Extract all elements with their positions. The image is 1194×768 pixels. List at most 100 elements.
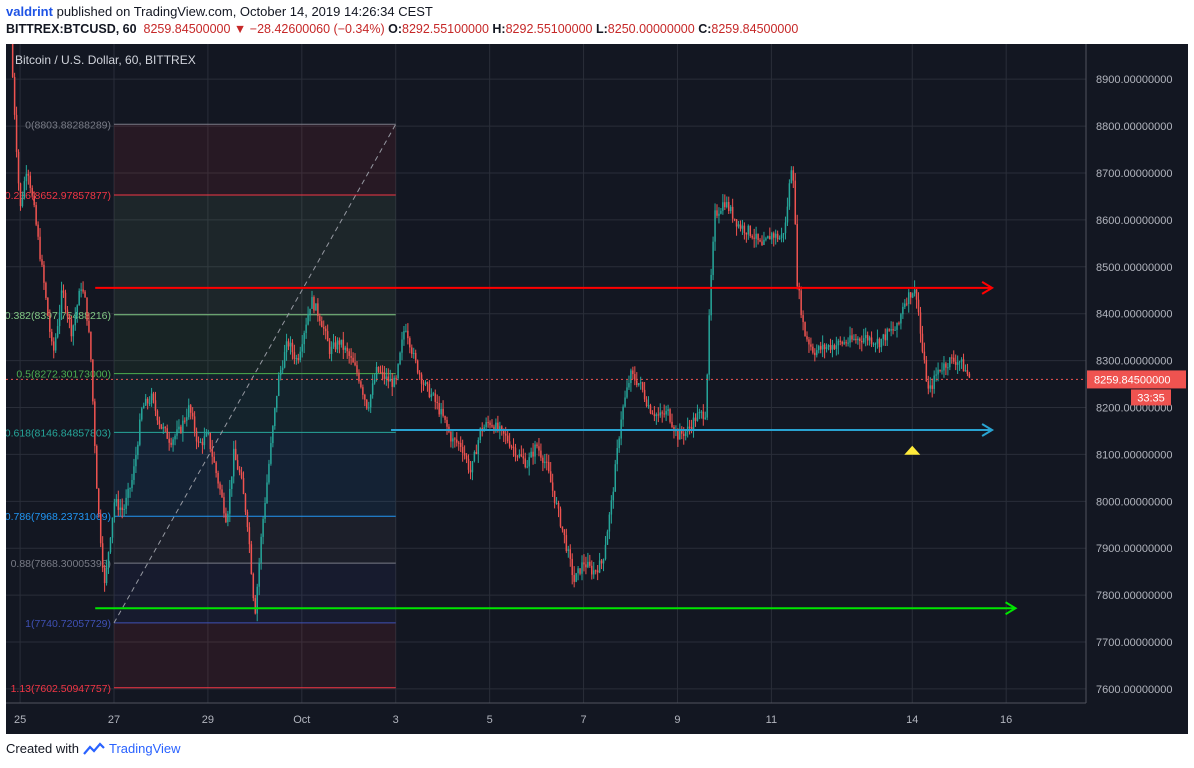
candle-body xyxy=(321,321,323,328)
candle-body xyxy=(575,573,577,582)
candle-body xyxy=(949,357,951,368)
candle-body xyxy=(614,464,617,492)
candle-body xyxy=(487,422,489,424)
candle-body xyxy=(628,383,630,388)
candle-body xyxy=(796,224,798,287)
candle-body xyxy=(739,224,742,229)
candle-body xyxy=(317,303,319,316)
close-label: C: xyxy=(698,22,712,36)
x-tick-label: 29 xyxy=(202,714,214,726)
candle-body xyxy=(299,351,302,361)
candle-body xyxy=(375,366,378,380)
candle-body xyxy=(710,274,712,316)
candle-body xyxy=(29,175,32,188)
candle-body xyxy=(41,259,43,265)
candle-body xyxy=(383,372,386,380)
candle-body xyxy=(432,393,435,395)
last-price-label: 8259.84500000 xyxy=(1094,374,1170,386)
candle-body xyxy=(305,324,307,333)
candle-body xyxy=(49,315,51,332)
candle-body xyxy=(581,562,583,574)
candle-body xyxy=(679,429,681,440)
candle-body xyxy=(13,76,16,115)
candle-body xyxy=(225,513,227,523)
candle-body xyxy=(727,202,730,212)
candle-body xyxy=(649,405,652,414)
candle-body xyxy=(966,370,969,374)
candles xyxy=(11,36,971,622)
candle-body xyxy=(107,552,110,566)
chart-area[interactable]: 0(8803.88288289) 0.236(8652.97857877) 0.38… xyxy=(5,36,1188,734)
candle-body xyxy=(655,414,658,417)
candle-body xyxy=(774,233,777,238)
annotations xyxy=(6,281,1086,616)
author-name[interactable]: valdrint xyxy=(6,4,53,19)
candle-body xyxy=(884,334,887,341)
candle-body xyxy=(158,420,161,425)
candle-body xyxy=(741,225,744,229)
candle-body xyxy=(119,507,122,510)
candle-body xyxy=(821,344,824,350)
candle-body xyxy=(234,448,237,461)
candle-body xyxy=(788,183,791,207)
candle-body xyxy=(123,508,125,510)
candle-body xyxy=(90,331,92,360)
resistance-arrow-head xyxy=(981,281,995,295)
candle-body xyxy=(279,370,282,376)
candle-body xyxy=(60,290,63,312)
candle-body xyxy=(412,352,415,354)
candle-body xyxy=(647,405,650,407)
candle-body xyxy=(362,387,364,395)
candle-body xyxy=(84,291,86,298)
fib-level-label: 0.236(8652.97857877) xyxy=(6,190,111,202)
candle-body xyxy=(457,442,460,444)
candle-body xyxy=(855,338,857,341)
y-tick-label: 7600.00000000 xyxy=(1096,684,1172,696)
candle-body xyxy=(137,444,139,456)
candle-body xyxy=(864,335,867,339)
fib-level-label: 0.88(7868.30005396) xyxy=(11,558,111,570)
candle-body xyxy=(866,335,869,341)
candle-body xyxy=(344,347,347,350)
candle-body xyxy=(450,431,452,442)
candle-body xyxy=(88,320,90,332)
candle-body xyxy=(634,374,636,381)
tradingview-link[interactable]: TradingView xyxy=(108,741,181,756)
candle-body xyxy=(577,568,579,574)
candle-body xyxy=(792,170,795,181)
candle-body xyxy=(538,446,540,451)
candle-body xyxy=(506,435,509,442)
candle-body xyxy=(276,395,278,409)
candle-body xyxy=(906,303,908,305)
candle-body xyxy=(561,526,564,530)
candle-body xyxy=(731,206,734,219)
price-chart[interactable]: 0(8803.88288289) 0.236(8652.97857877) 0.38… xyxy=(5,36,1188,734)
candle-body xyxy=(794,180,797,225)
candle-body xyxy=(694,417,697,421)
candle-body xyxy=(622,406,624,420)
candle-body xyxy=(534,444,536,457)
candle-body xyxy=(274,408,276,427)
candle-body xyxy=(221,489,223,498)
symbol-label: BITTREX:BTCUSD, 60 xyxy=(6,22,137,36)
footer: Created with TradingView xyxy=(6,741,181,756)
x-tick-label: Oct xyxy=(293,714,310,726)
candle-body xyxy=(512,446,515,448)
candle-body xyxy=(954,361,957,365)
candle-body xyxy=(301,344,303,352)
candle-body xyxy=(947,367,949,369)
candle-body xyxy=(714,210,716,242)
candle-body xyxy=(872,343,875,345)
candle-body xyxy=(195,431,198,442)
candle-body xyxy=(109,537,112,553)
candle-body xyxy=(929,385,932,389)
candle-body xyxy=(244,494,247,512)
candle-body xyxy=(643,389,646,400)
candle-body xyxy=(837,340,840,346)
candle-body xyxy=(254,598,257,614)
candle-body xyxy=(952,357,955,362)
candle-body xyxy=(508,441,511,447)
candle-body xyxy=(502,429,505,434)
candle-body xyxy=(135,455,137,467)
candle-body xyxy=(602,559,605,564)
